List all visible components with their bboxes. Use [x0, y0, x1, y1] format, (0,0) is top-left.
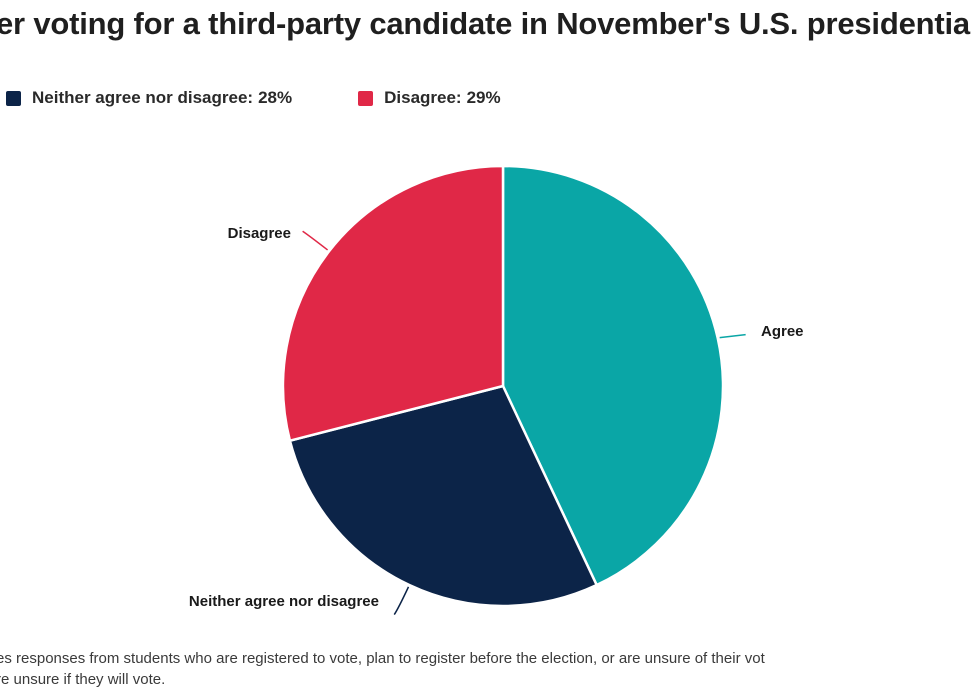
legend: Neither agree nor disagree: 28% Disagree… — [6, 88, 567, 108]
leader-line-neither — [393, 586, 410, 616]
legend-value-disagree: 29% — [466, 88, 501, 107]
legend-item-disagree: Disagree: 29% — [358, 88, 501, 108]
pie-slice-agree — [501, 164, 725, 587]
legend-label-neither: Neither agree nor disagree: — [32, 88, 254, 107]
leader-line-disagree — [302, 230, 329, 251]
legend-swatch-neither — [6, 90, 21, 106]
legend-item-neither: Neither agree nor disagree: 28% — [6, 88, 292, 108]
footnote: es responses from students who are regis… — [0, 648, 980, 690]
footnote-line-1: es responses from students who are regis… — [0, 650, 765, 667]
pie-slice-neither — [288, 384, 599, 608]
slice-label-disagree: Disagree — [228, 225, 291, 242]
footnote-line-2: re unsure if they will vote. — [0, 671, 166, 688]
legend-value-neither: 28% — [258, 88, 293, 107]
chart-title: er voting for a third-party candidate in… — [0, 6, 970, 41]
pie-slice-disagree — [281, 164, 505, 443]
slice-label-agree: Agree — [761, 323, 804, 340]
leader-line-agree — [719, 333, 746, 339]
legend-swatch-disagree — [358, 90, 374, 106]
legend-label-disagree: Disagree: — [384, 88, 462, 107]
slice-label-neither: Neither agree nor disagree — [189, 593, 379, 610]
